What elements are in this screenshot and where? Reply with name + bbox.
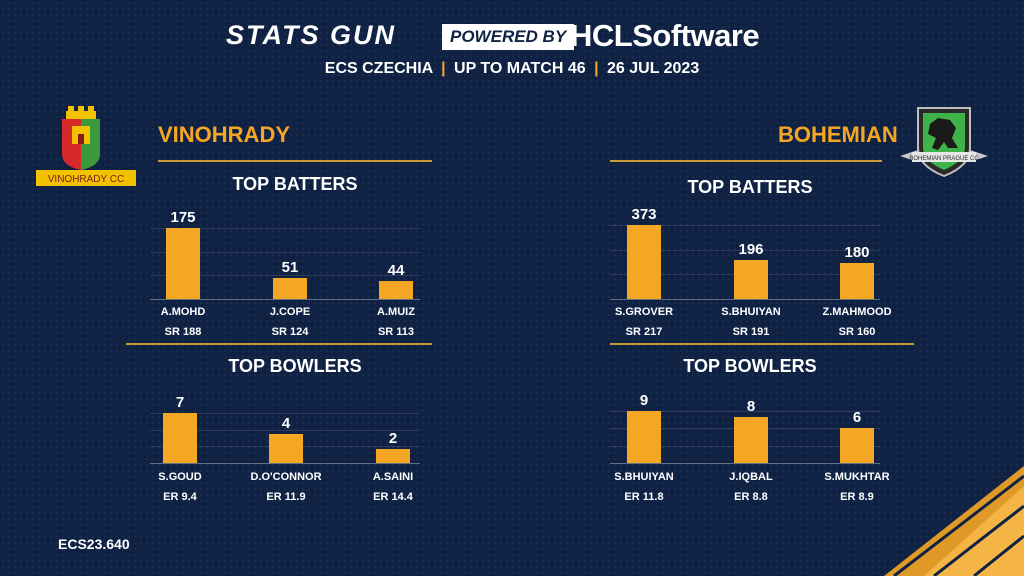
player-name-label: S.MUKHTAR [824, 471, 890, 483]
bar [627, 411, 661, 463]
section-title-batters: TOP BATTERS [687, 177, 813, 197]
bar [734, 417, 768, 463]
gridline [150, 252, 420, 253]
bar [163, 413, 197, 463]
match-range-label: UP TO MATCH 46 [454, 60, 586, 77]
bar-value-label: 196 [738, 241, 764, 258]
axis-baseline [150, 463, 420, 464]
player-name-label: J.IQBAL [729, 471, 773, 483]
bar-value-label: 175 [170, 209, 196, 226]
player-name-label: A.MUIZ [377, 306, 415, 318]
player-name-label: S.BHUIYAN [721, 306, 781, 318]
player-name-label: D.O'CONNOR [250, 471, 322, 483]
bar [376, 449, 410, 463]
player-stat-label: SR 188 [164, 326, 202, 338]
bar-value-label: 8 [746, 398, 756, 415]
bohemian-logo-text: BOHEMIAN PRAGUE CC [909, 156, 979, 162]
bar-value-label: 9 [639, 392, 649, 409]
team-name-vinohrady: VINOHRADY [158, 122, 291, 147]
player-stat-label: ER 14.4 [373, 491, 413, 503]
player-stat-label: ER 11.8 [624, 491, 664, 503]
player-name-label: S.GOUD [158, 471, 202, 483]
bar [840, 263, 874, 299]
bar-value-label: 44 [387, 262, 405, 279]
bar [269, 434, 303, 463]
gridline [610, 225, 880, 226]
player-name-label: A.MOHD [160, 306, 206, 318]
gridline [610, 250, 880, 251]
bar-value-label: 180 [844, 244, 870, 261]
player-stat-label: SR 124 [271, 326, 309, 338]
vinohrady-logo: VINOHRADY CC [36, 106, 136, 186]
bar-value-label: 51 [281, 259, 299, 276]
player-stat-label: SR 217 [625, 326, 663, 338]
vinohrady-logo-text: VINOHRADY CC [48, 174, 125, 185]
team-name-bohemian: BOHEMIAN [778, 122, 898, 147]
brand-header: STATS GUN POWERED BY HCLSoftware [0, 18, 1024, 54]
competition-label: ECS CZECHIA [324, 60, 433, 77]
bar [379, 281, 413, 299]
date-label: 26 JUL 2023 [607, 60, 700, 77]
sponsor-name: HCLSoftware [570, 18, 760, 53]
subtitle-separator: | [594, 60, 599, 77]
player-name-label: S.GROVER [614, 306, 674, 318]
bar-value-label: 7 [175, 394, 185, 411]
gridline [150, 413, 420, 414]
player-stat-label: SR 191 [732, 326, 770, 338]
bar [840, 428, 874, 463]
section-title-bowlers: TOP BOWLERS [683, 356, 817, 376]
gridline [150, 228, 420, 229]
axis-baseline [610, 463, 880, 464]
player-name-label: S.BHUIYAN [614, 471, 674, 483]
bar-value-label: 2 [388, 430, 398, 447]
corner-decoration [884, 466, 1024, 576]
bohemian-logo: BOHEMIAN PRAGUE CC [900, 107, 988, 178]
bar [273, 278, 307, 299]
player-name-label: A.SAINI [372, 471, 414, 483]
axis-baseline [150, 299, 420, 300]
gridline [150, 275, 420, 276]
axis-baseline [610, 299, 880, 300]
subtitle-separator: | [441, 60, 446, 77]
graphic-code: ECS23.640 [58, 536, 130, 552]
player-stat-label: ER 9.4 [163, 491, 197, 503]
bar-value-label: 6 [852, 409, 862, 426]
player-stat-label: ER 8.9 [840, 491, 874, 503]
bar-value-label: 4 [281, 415, 291, 432]
player-stat-label: ER 8.8 [734, 491, 768, 503]
player-name-label: Z.MAHMOOD [822, 306, 892, 318]
gridline [150, 430, 420, 431]
brand-name: STATS GUN [226, 20, 396, 50]
player-stat-label: SR 113 [377, 326, 415, 338]
powered-by-badge: POWERED BY [442, 24, 575, 50]
gridline [610, 411, 880, 412]
player-stat-label: ER 11.9 [266, 491, 306, 503]
bar [627, 225, 661, 299]
subtitle: ECS CZECHIA | UP TO MATCH 46 | 26 JUL 20… [0, 60, 1024, 78]
player-stat-label: SR 160 [838, 326, 876, 338]
section-divider [610, 343, 914, 345]
bar-value-label: 373 [631, 206, 657, 223]
section-divider [126, 343, 432, 345]
section-title-batters: TOP BATTERS [232, 174, 358, 194]
section-title-bowlers: TOP BOWLERS [228, 356, 362, 376]
team-rule [610, 160, 882, 162]
bar [166, 228, 200, 299]
team-rule [158, 160, 432, 162]
bar [734, 260, 768, 299]
player-name-label: J.COPE [269, 306, 311, 318]
